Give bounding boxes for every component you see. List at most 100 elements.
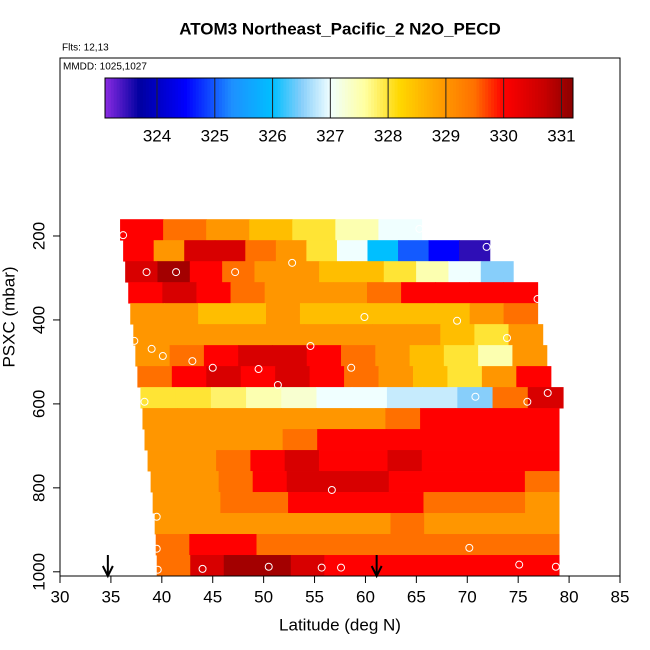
curtain-cell: [344, 366, 380, 388]
curtain-cell: [351, 261, 385, 283]
curtain-cell: [457, 513, 493, 535]
curtain-cell: [491, 534, 526, 556]
curtain-cell: [257, 555, 292, 577]
colorbar-swatch: [222, 78, 226, 118]
curtain-cell: [298, 282, 334, 304]
curtain-cell: [128, 282, 163, 304]
colorbar-swatch: [336, 78, 340, 118]
colorbar-swatch: [426, 78, 431, 118]
annotation: MMDD: 1025,1027: [63, 62, 147, 73]
curtain-cell: [356, 513, 392, 535]
colorbar-swatch: [359, 78, 363, 118]
colorbar-swatch: [113, 78, 118, 118]
curtain-cell: [316, 387, 353, 409]
colorbar-swatch: [306, 78, 311, 118]
curtain-cell: [210, 387, 247, 409]
x-tick-label: 45: [203, 587, 222, 606]
colorbar-swatch: [119, 78, 124, 118]
plot-frame: [59, 57, 621, 577]
curtain-cell: [492, 387, 529, 409]
colorbar-swatch: [312, 78, 317, 118]
curtain-cell: [196, 282, 232, 304]
curtain-cell: [156, 555, 191, 577]
observation-point: [130, 336, 139, 345]
observation-point: [523, 397, 532, 406]
curtain-cell: [290, 555, 325, 577]
curtain-cell: [350, 408, 386, 430]
colorbar-swatch: [558, 78, 562, 118]
colorbar-swatch: [391, 78, 396, 118]
colorbar-swatch: [456, 78, 460, 118]
curtain-cell: [281, 387, 318, 409]
curtain-cell: [222, 513, 257, 535]
x-tick-label: 30: [51, 587, 70, 606]
curtain-cell: [153, 240, 185, 262]
colorbar-swatch: [379, 78, 384, 118]
colorbar-swatch: [420, 78, 425, 118]
curtain-cell: [290, 534, 325, 556]
colorbar-swatch: [470, 78, 475, 118]
curtain-cell: [383, 261, 417, 283]
colorbar-swatch: [570, 78, 574, 118]
observation-point: [288, 258, 297, 267]
colorbar-swatch: [394, 78, 398, 118]
y-tick-label: 400: [29, 306, 48, 334]
colorbar-swatch: [403, 78, 407, 118]
observation-point: [327, 485, 336, 494]
x-tick-label: 65: [407, 587, 426, 606]
curtain-cell: [524, 429, 560, 451]
curtain-cell: [286, 261, 320, 283]
curtain-cell: [524, 471, 560, 493]
curtain-cell: [516, 366, 552, 388]
colorbar-swatch: [274, 78, 279, 118]
curtain-cell: [524, 450, 560, 472]
x-tick-label: 40: [152, 587, 171, 606]
curtain-cell: [351, 387, 388, 409]
observation-point: [172, 268, 181, 277]
colorbar-swatch: [473, 78, 477, 118]
curtain-cell: [366, 282, 402, 304]
curtain-cell: [213, 429, 249, 451]
curtain-cell: [169, 345, 205, 367]
colorbar-swatch: [143, 78, 147, 118]
curtain-cell: [323, 534, 358, 556]
curtain-cell: [240, 366, 276, 388]
colorbar-tick-label: 325: [201, 126, 229, 145]
curtain-cell: [130, 303, 165, 325]
curtain-cell: [135, 345, 171, 367]
curtain-cell: [220, 492, 255, 514]
observation-point: [152, 544, 161, 553]
observation-point: [415, 224, 424, 233]
curtain-cell: [388, 471, 424, 493]
colorbar-swatch: [189, 78, 194, 118]
curtain-cell: [218, 471, 254, 493]
curtain-cell: [354, 471, 390, 493]
curtain-cell: [503, 282, 539, 304]
colorbar-swatch: [254, 78, 258, 118]
colorbar-swatch: [309, 78, 314, 118]
curtain-cell: [189, 261, 223, 283]
curtain-cell: [353, 450, 389, 472]
colorbar-swatch: [195, 78, 200, 118]
x-tick-label: 75: [509, 587, 528, 606]
colorbar-swatch: [532, 78, 536, 118]
curtain-cell: [203, 345, 239, 367]
curtain-cell: [157, 261, 191, 283]
curtain-cell: [448, 261, 482, 283]
curtain-cell: [201, 324, 237, 346]
x-tick-label: 60: [356, 587, 375, 606]
colorbar-swatch: [520, 78, 524, 118]
colorbar-swatch: [534, 78, 539, 118]
colorbar-swatch: [280, 78, 284, 118]
curtain-cell: [422, 471, 458, 493]
curtain-cell: [424, 534, 459, 556]
colorbar-swatch: [333, 78, 337, 118]
colorbar-swatch: [248, 78, 252, 118]
curtain-cell: [424, 555, 459, 577]
colorbar-swatch: [350, 78, 355, 118]
colorbar-swatch: [423, 78, 428, 118]
curtain-cell: [391, 555, 426, 577]
curtain-cell: [171, 366, 207, 388]
curtain-cell: [357, 555, 392, 577]
observation-point: [158, 352, 167, 361]
